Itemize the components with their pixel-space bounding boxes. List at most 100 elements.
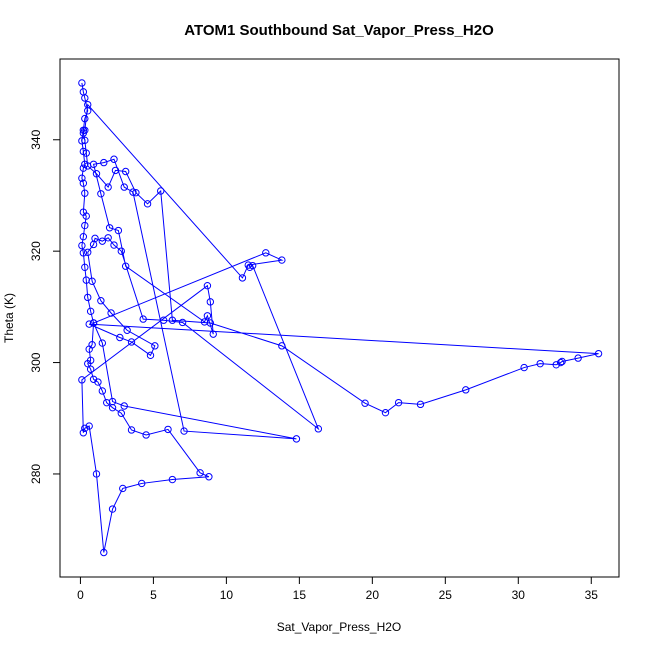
data-point <box>98 387 107 395</box>
data-point <box>127 338 136 346</box>
y-axis-label: Theta (K) <box>2 293 16 343</box>
data-point <box>88 277 96 285</box>
data-point <box>110 241 118 249</box>
data-point <box>79 249 88 257</box>
data-point <box>556 358 565 367</box>
data-point <box>98 237 107 245</box>
x-tick-label: 15 <box>293 588 307 602</box>
data-point <box>78 376 86 384</box>
data-point <box>262 249 270 257</box>
data-point <box>143 200 152 208</box>
data-point <box>462 386 470 394</box>
data-point <box>416 400 425 409</box>
data-point <box>120 402 128 410</box>
data-point <box>209 330 217 338</box>
chart-title: ATOM1 Southbound Sat_Vapor_Press_H2O <box>184 22 494 39</box>
data-point <box>394 398 403 407</box>
x-tick-label: 10 <box>220 588 234 602</box>
data-point <box>82 212 90 220</box>
data-point <box>164 425 172 434</box>
series-line <box>81 82 599 553</box>
data-point <box>206 319 215 327</box>
data-point <box>132 188 140 197</box>
data-point <box>520 363 528 372</box>
data-point <box>94 378 102 386</box>
data-point <box>552 361 560 369</box>
data-point <box>314 425 323 433</box>
data-point <box>536 359 544 368</box>
x-axis: 0 5 10 15 20 25 30 35 <box>77 576 599 602</box>
data-point <box>139 315 147 323</box>
data-point <box>206 298 215 306</box>
x-tick-label: 35 <box>585 588 599 602</box>
data-point <box>98 339 107 347</box>
data-point <box>110 155 118 163</box>
data-point <box>81 263 89 272</box>
data-point <box>79 232 88 241</box>
data-point <box>159 316 168 324</box>
data-point <box>121 262 130 270</box>
data-point <box>361 399 369 407</box>
data-point <box>244 261 252 269</box>
data-point <box>558 357 566 366</box>
data-point <box>85 422 93 430</box>
data-point <box>97 190 105 198</box>
data-point <box>79 429 88 437</box>
data-point <box>114 226 123 235</box>
data-point <box>238 274 247 282</box>
data-point <box>82 149 90 157</box>
data-point <box>92 470 101 478</box>
x-tick-label: 20 <box>366 588 380 602</box>
data-point <box>116 333 124 342</box>
data-point <box>81 94 89 102</box>
data-point <box>146 351 155 360</box>
data-point <box>86 307 95 316</box>
plot-area-frame <box>59 58 620 578</box>
data-point <box>129 188 137 196</box>
data-point <box>278 342 286 350</box>
data-point <box>196 469 204 477</box>
data-point <box>123 326 131 334</box>
data-point <box>86 365 95 373</box>
data-point <box>84 162 92 170</box>
data-point <box>108 505 117 513</box>
data-point <box>78 241 86 250</box>
data-point <box>84 248 92 256</box>
data-point <box>79 129 88 137</box>
data-point <box>81 136 89 145</box>
data-point <box>79 179 88 187</box>
data-point <box>119 484 127 493</box>
data-point <box>292 435 301 443</box>
data-point <box>78 137 86 145</box>
x-tick-label: 0 <box>77 588 84 602</box>
data-point <box>84 359 92 368</box>
data-point <box>111 166 120 175</box>
data-point <box>120 183 128 191</box>
data-point <box>142 431 150 439</box>
data-point <box>594 349 603 358</box>
data-point <box>84 100 92 109</box>
y-axis: 280 300 320 340 <box>29 129 61 484</box>
data-point <box>127 426 136 434</box>
data-point <box>168 475 177 484</box>
data-point <box>168 316 177 324</box>
data-point <box>278 256 286 264</box>
data-point <box>107 309 115 317</box>
data-point <box>180 427 188 435</box>
series-layer <box>78 79 603 557</box>
data-point <box>85 320 93 328</box>
data-point <box>85 345 93 353</box>
data-point <box>89 319 98 327</box>
data-point <box>203 312 212 320</box>
data-point <box>117 409 126 417</box>
y-tick-label: 300 <box>29 352 43 372</box>
data-point <box>100 158 108 167</box>
x-tick-label: 25 <box>439 588 453 602</box>
data-point <box>81 424 89 432</box>
x-axis-label: Sat_Vapor_Press_H2O <box>277 620 402 634</box>
y-tick-label: 340 <box>29 129 43 149</box>
data-point <box>157 187 165 195</box>
data-point <box>178 318 187 327</box>
